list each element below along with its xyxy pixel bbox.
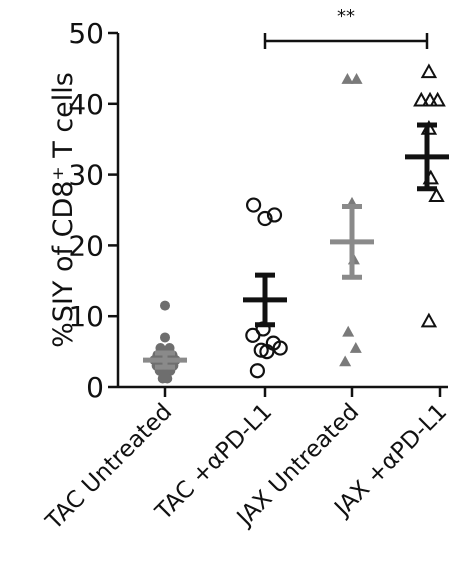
y-tick-label: 0 [86, 371, 104, 404]
data-point [266, 207, 283, 223]
y-tick-label: 50 [68, 17, 104, 50]
data-point [420, 312, 438, 328]
data-point [160, 300, 170, 311]
data-point [428, 187, 445, 203]
labels: 0 10 20 30 40 50 %SIY of CD8⁺ T cells TAC Untre… [41, 6, 453, 536]
data-point [259, 344, 275, 360]
data-point [339, 355, 352, 367]
data-point [349, 342, 362, 353]
y-tick-label: 10 [68, 300, 104, 333]
data-point [429, 91, 446, 107]
data-point [350, 73, 363, 84]
y-axis-label: %SIY of CD8⁺ T cells [48, 72, 79, 348]
data-point [342, 325, 355, 337]
x-category-label: TAC Untreated [41, 399, 178, 536]
data-point [249, 363, 265, 379]
significance-label: ** [337, 6, 355, 27]
data-point [160, 332, 170, 343]
y-tick-label: 30 [68, 159, 104, 192]
axes [108, 31, 448, 397]
data-point [341, 73, 354, 84]
data-point [162, 373, 173, 384]
y-tick-label: 40 [68, 88, 104, 121]
y-tick-label: 20 [68, 229, 104, 262]
data-point [420, 63, 438, 79]
data-point [253, 342, 269, 358]
data-point [413, 91, 430, 107]
data-point [257, 210, 273, 227]
data-marks [143, 63, 449, 384]
data-point [246, 197, 262, 213]
data-point [272, 340, 288, 356]
